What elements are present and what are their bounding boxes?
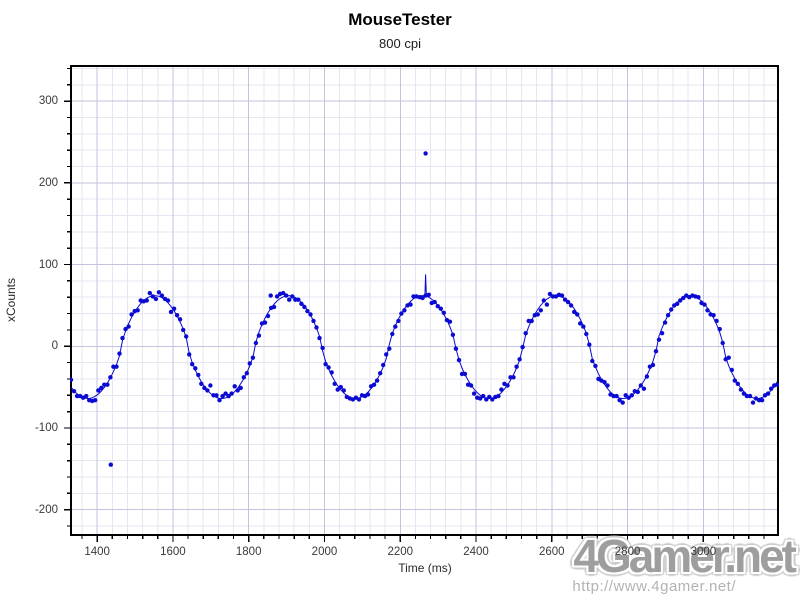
y-tick-label: 100 [38, 258, 58, 271]
x-tick-label: 2400 [463, 546, 489, 558]
y-tick-label: 0 [51, 340, 58, 353]
watermark-logo: 4Gamer.net [573, 530, 797, 582]
x-tick-label: 2000 [311, 546, 338, 558]
y-tick-label: 200 [38, 176, 58, 189]
x-tick-label: 1400 [84, 546, 110, 558]
x-tick-label: 2800 [614, 546, 641, 558]
y-tick-label: -200 [34, 503, 58, 516]
x-tick-label: 1600 [160, 546, 186, 558]
x-tick-label: 3000 [690, 546, 717, 558]
y-tick-label: -100 [34, 421, 58, 434]
chart-subtitle: 800 cpi [379, 36, 421, 51]
x-tick-label: 2200 [387, 546, 414, 558]
x-axis-label: Time (ms) [398, 561, 452, 575]
x-tick-label: 1800 [235, 546, 262, 558]
watermark-url: http://www.4gamer.net/ [572, 578, 736, 595]
x-tick-label: 2600 [539, 546, 565, 558]
y-tick-label: 300 [38, 95, 58, 108]
chart-title: MouseTester [348, 10, 452, 29]
y-axis-label: xCounts [4, 277, 18, 323]
